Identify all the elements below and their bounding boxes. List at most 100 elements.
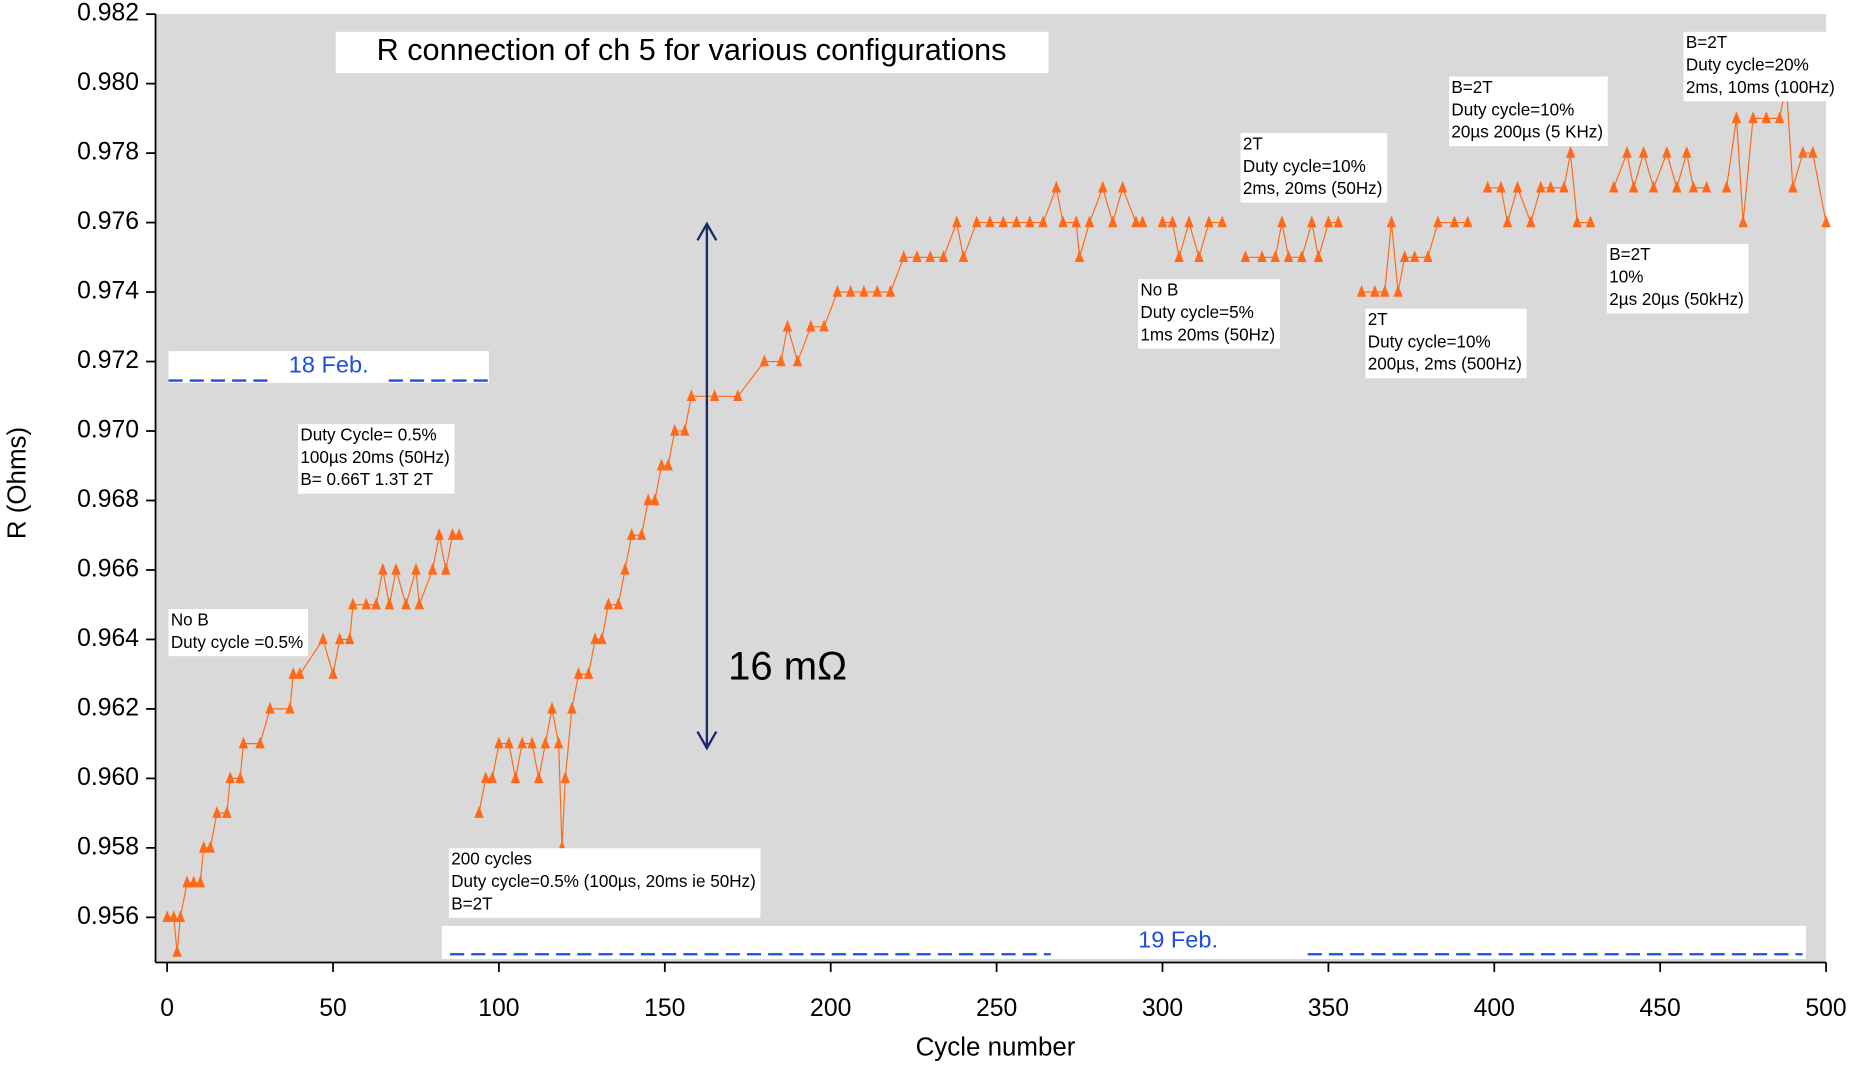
date-box xyxy=(168,351,489,383)
date-label: 19 Feb. xyxy=(1138,927,1218,953)
point xyxy=(401,597,411,610)
point xyxy=(1313,250,1324,263)
point xyxy=(1333,215,1344,228)
annotation-box xyxy=(1240,133,1388,203)
y-tick-label: 0.972 xyxy=(77,347,139,374)
point xyxy=(255,736,265,749)
point xyxy=(819,319,829,332)
annotation-text: B=2T xyxy=(451,894,493,913)
point xyxy=(427,562,438,575)
point xyxy=(1526,215,1536,228)
point xyxy=(371,597,381,610)
x-axis-label: Cycle number xyxy=(916,1033,1076,1061)
point xyxy=(504,736,514,749)
point xyxy=(1240,250,1251,263)
point xyxy=(1638,146,1649,158)
point xyxy=(441,562,451,575)
x-tick-label: 500 xyxy=(1805,995,1846,1022)
point xyxy=(487,771,497,784)
point xyxy=(1463,215,1473,228)
annotation-box xyxy=(448,848,761,918)
point xyxy=(1131,215,1141,228)
point xyxy=(1701,180,1712,193)
point xyxy=(859,284,869,297)
point xyxy=(1482,180,1493,193)
point xyxy=(663,458,673,471)
annotation: Duty Cycle= 0.5% 100µs 20ms (50Hz) B= 0.66… xyxy=(298,424,455,494)
annotation-text: Duty cycle=10% xyxy=(1451,100,1574,119)
point xyxy=(1386,215,1397,228)
point xyxy=(1672,180,1682,193)
point xyxy=(222,806,232,818)
point xyxy=(225,771,235,784)
date-label: 18 Feb. xyxy=(289,352,369,378)
point xyxy=(620,562,630,575)
point xyxy=(709,389,720,401)
annotation-text: Duty cycle =0.5% xyxy=(171,633,303,652)
annotation-text: 20µs 200µs (5 KHz) xyxy=(1451,123,1603,142)
point xyxy=(1731,111,1742,124)
point xyxy=(454,528,464,540)
point xyxy=(1297,250,1307,263)
point xyxy=(1098,180,1108,193)
span-label: 16 mΩ xyxy=(728,645,847,689)
point xyxy=(885,284,896,297)
annotation-text: 2µs 20µs (50kHz) xyxy=(1609,290,1744,309)
point xyxy=(1628,180,1639,193)
point xyxy=(1058,215,1068,228)
point xyxy=(1277,215,1287,228)
point xyxy=(1051,180,1062,193)
point xyxy=(792,354,803,367)
point xyxy=(1108,215,1118,228)
point xyxy=(998,215,1008,228)
point xyxy=(265,701,275,714)
point xyxy=(1609,180,1619,193)
point xyxy=(573,667,584,679)
point xyxy=(1449,215,1460,228)
point xyxy=(1011,215,1022,228)
point xyxy=(1423,250,1433,263)
point xyxy=(527,736,537,749)
point xyxy=(1084,215,1095,228)
point xyxy=(494,736,504,749)
point xyxy=(656,458,667,471)
point xyxy=(1184,215,1194,228)
annotation-text: 1ms 20ms (50Hz) xyxy=(1140,325,1275,344)
point xyxy=(686,389,697,401)
annotation-text: Duty cycle=20% xyxy=(1686,55,1809,74)
x-tick-label: 250 xyxy=(976,995,1017,1022)
point xyxy=(1622,146,1632,158)
point xyxy=(328,667,338,679)
point xyxy=(344,632,355,645)
point xyxy=(172,945,182,957)
point xyxy=(832,284,843,297)
point xyxy=(1559,180,1569,193)
point xyxy=(384,597,395,610)
annotation-text: B= 0.66T 1.3T 2T xyxy=(300,470,433,489)
point xyxy=(1662,146,1672,158)
y-tick-label: 0.964 xyxy=(77,625,139,652)
annotation: 2T Duty cycle=10% 2ms, 20ms (50Hz) xyxy=(1240,133,1388,203)
point xyxy=(952,215,962,228)
annotation-text: 10% xyxy=(1609,268,1643,287)
annotation-text: Duty Cycle= 0.5% xyxy=(300,425,436,444)
point xyxy=(1270,250,1281,263)
x-tick-label: 400 xyxy=(1474,995,1515,1022)
point xyxy=(540,736,551,749)
point xyxy=(175,910,186,923)
point xyxy=(348,597,358,610)
point xyxy=(560,771,570,784)
annotations: No B Duty cycle =0.5% Duty Cycle= 0.5% 100µ… xyxy=(168,31,1840,918)
point xyxy=(1748,111,1758,124)
point xyxy=(162,910,172,923)
point xyxy=(1038,215,1048,228)
annotation-text: No B xyxy=(171,610,209,629)
point xyxy=(1648,180,1659,193)
point xyxy=(636,528,647,540)
point xyxy=(169,910,179,923)
point xyxy=(1774,111,1785,124)
annotation-text: 2T xyxy=(1243,134,1263,153)
annotation-text: B=2T xyxy=(1451,78,1493,97)
point xyxy=(925,250,935,263)
